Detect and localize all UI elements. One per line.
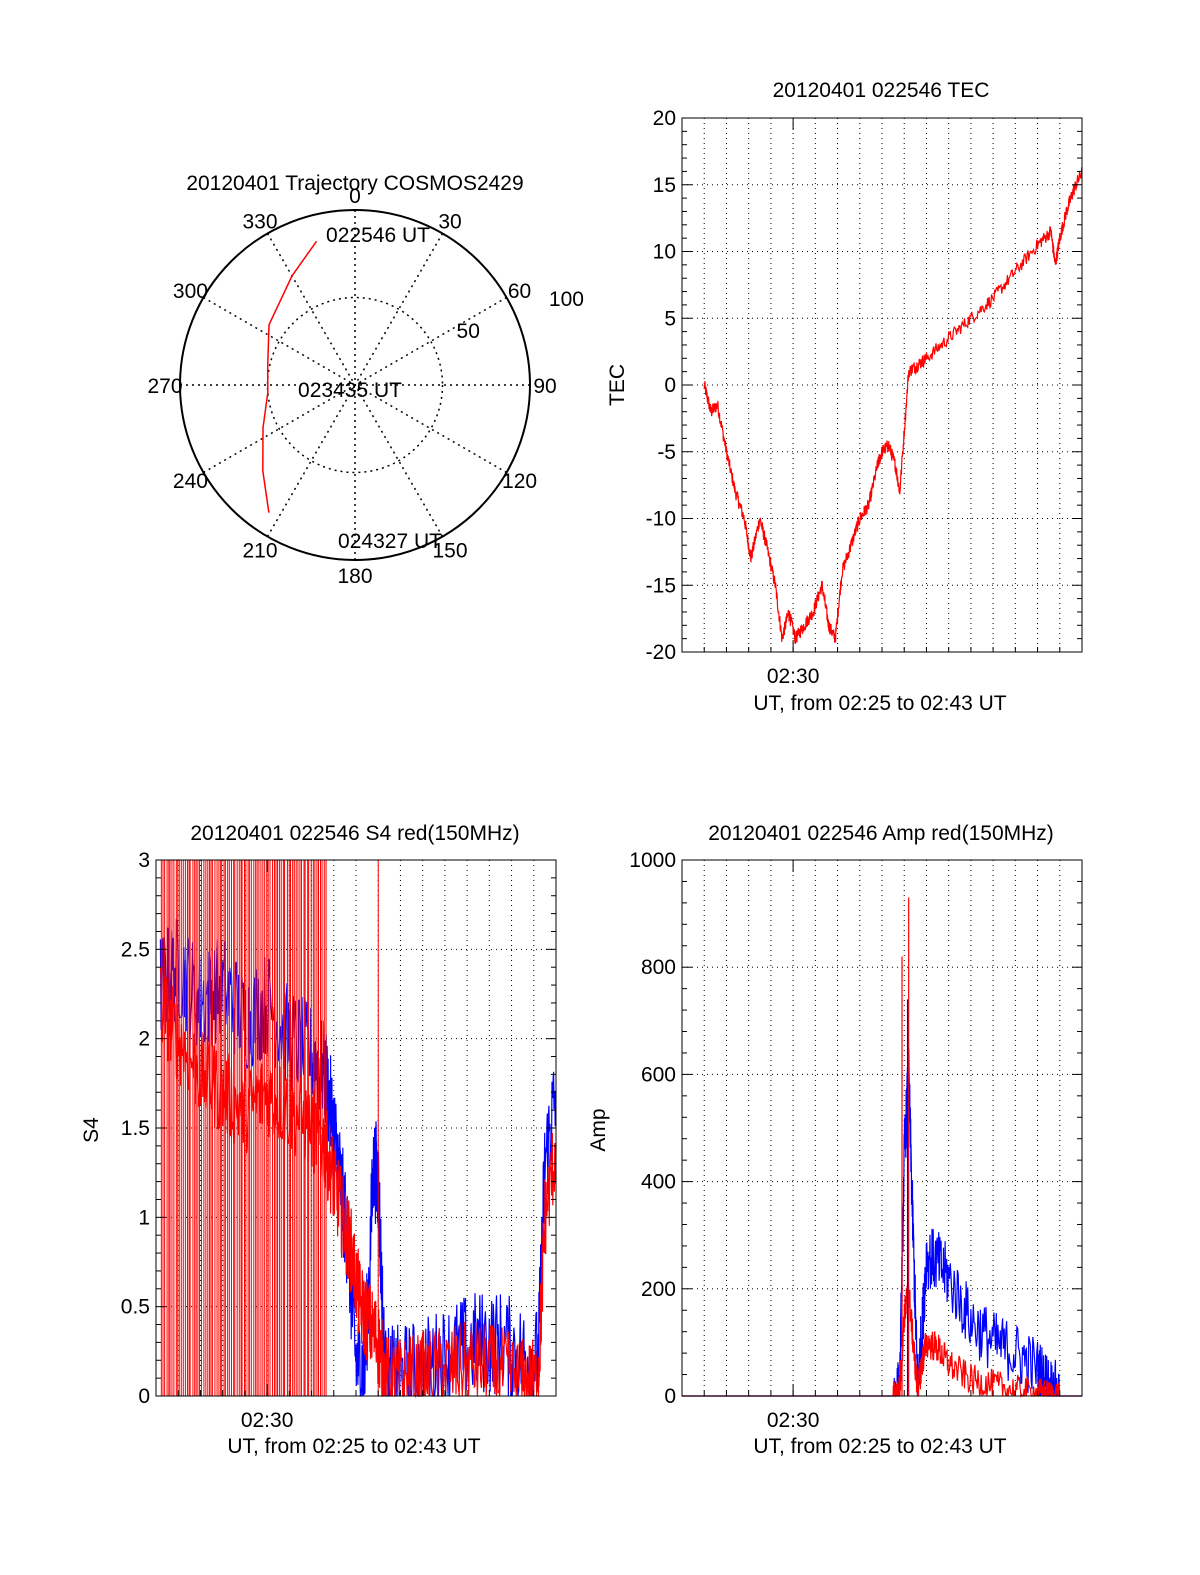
amp-ytick-label: 400 bbox=[641, 1171, 676, 1194]
s4-xlabel: UT, from 02:25 to 02:43 UT bbox=[227, 1435, 480, 1458]
s4-ytick-label: 1 bbox=[138, 1206, 150, 1229]
polar-azimuth-label-30: 30 bbox=[438, 210, 461, 233]
s4-title: 20120401 022546 S4 red(150MHz) bbox=[190, 822, 519, 845]
polar-azimuth-label-90: 90 bbox=[533, 375, 556, 398]
s4-ylabel: S4 bbox=[80, 1117, 103, 1143]
amp-ytick-label: 0 bbox=[664, 1385, 676, 1408]
s4-ytick-label: 0.5 bbox=[121, 1296, 150, 1319]
s4-series-red bbox=[159, 966, 557, 1399]
tec-series-red bbox=[703, 167, 1083, 644]
polar-ring-50 bbox=[266, 296, 444, 474]
tec-ytick-label: -15 bbox=[646, 574, 676, 597]
s4-ytick-label: 3 bbox=[138, 849, 150, 872]
polar-azimuth-label-150: 150 bbox=[432, 540, 467, 563]
polar-azimuth-label-300: 300 bbox=[173, 280, 208, 303]
amp-ytick-label: 1000 bbox=[629, 849, 676, 872]
polar-azimuth-label-240: 240 bbox=[173, 470, 208, 493]
amp-series-red bbox=[682, 1282, 1082, 1399]
tec-plot-area: 20 15 10 5 0 -5 -10 -15 -20 02:30 bbox=[646, 107, 1083, 688]
tec-xtick-label: 02:30 bbox=[767, 665, 820, 688]
tec-ytick-label: -10 bbox=[646, 508, 676, 531]
s4-xtick-label: 02:30 bbox=[241, 1409, 294, 1432]
polar-grid bbox=[179, 209, 531, 561]
amp-series-blue bbox=[682, 1048, 1082, 1398]
s4-ytick-label: 1.5 bbox=[121, 1117, 150, 1140]
polar-end-annotation: 024327 UT bbox=[338, 530, 442, 553]
polar-panel: 20120401 Trajectory COSMOS2429 0 30 60 90 12… bbox=[147, 172, 583, 588]
polar-trajectory bbox=[262, 240, 318, 513]
tec-ytick-label: 0 bbox=[664, 374, 676, 397]
tec-ytick-label: 10 bbox=[653, 241, 676, 264]
polar-mid-annotation: 023435 UT bbox=[298, 379, 402, 402]
tec-ytick-label: 5 bbox=[664, 307, 676, 330]
amp-ylabel: Amp bbox=[587, 1108, 610, 1151]
polar-title: 20120401 Trajectory COSMOS2429 bbox=[186, 172, 523, 195]
polar-azimuth-label-0: 0 bbox=[349, 185, 361, 208]
polar-azimuth-label-270: 270 bbox=[147, 375, 182, 398]
amp-ytick-label: 600 bbox=[641, 1063, 676, 1086]
polar-trajectory-line bbox=[262, 240, 318, 513]
polar-radial-label-100: 100 bbox=[549, 288, 584, 311]
polar-radial-label-50: 50 bbox=[457, 320, 480, 343]
tec-ylabel: TEC bbox=[606, 364, 629, 406]
amp-panel: 20120401 022546 Amp red(150MHz) 1000 800 6… bbox=[587, 822, 1083, 1458]
polar-start-annotation: 022546 UT bbox=[326, 224, 430, 247]
polar-azimuth-label-210: 210 bbox=[242, 540, 277, 563]
amp-xtick-label: 02:30 bbox=[767, 1409, 820, 1432]
polar-azimuth-label-60: 60 bbox=[508, 280, 531, 303]
tec-ytick-label: 15 bbox=[653, 174, 676, 197]
tec-panel: 20120401 022546 TEC 20 15 10 5 0 -5 -10 -15 -20 0… bbox=[606, 79, 1083, 715]
amp-ytick-label: 800 bbox=[641, 956, 676, 979]
amp-plot-area: 1000 800 600 400 200 0 02:30 bbox=[629, 849, 1083, 1432]
s4-ytick-label: 2 bbox=[138, 1028, 150, 1051]
amp-title: 20120401 022546 Amp red(150MHz) bbox=[708, 822, 1054, 845]
s4-plot-area: 3 2.5 2 1.5 1 0.5 0 02:30 bbox=[121, 849, 557, 1432]
amp-ytick-label: 200 bbox=[641, 1278, 676, 1301]
s4-ytick-label: 0 bbox=[138, 1385, 150, 1408]
tec-title: 20120401 022546 TEC bbox=[773, 79, 990, 102]
polar-azimuth-label-180: 180 bbox=[337, 565, 372, 588]
tec-ytick-label: 20 bbox=[653, 107, 676, 130]
tec-ytick-label: -20 bbox=[646, 641, 676, 664]
amp-xlabel: UT, from 02:25 to 02:43 UT bbox=[753, 1435, 1006, 1458]
polar-azimuth-labels: 0 30 60 90 120 150 180 210 240 270 300 330 bbox=[147, 185, 556, 588]
polar-azimuth-label-120: 120 bbox=[502, 470, 537, 493]
polar-spoke-150 bbox=[266, 233, 444, 537]
tec-ytick-label: -5 bbox=[657, 441, 676, 464]
s4-ytick-label: 2.5 bbox=[121, 938, 150, 961]
s4-panel: 20120401 022546 S4 red(150MHz) 3 2.5 2 1.5 1… bbox=[80, 822, 557, 1458]
tec-xlabel: UT, from 02:25 to 02:43 UT bbox=[753, 692, 1006, 715]
polar-azimuth-label-330: 330 bbox=[242, 210, 277, 233]
